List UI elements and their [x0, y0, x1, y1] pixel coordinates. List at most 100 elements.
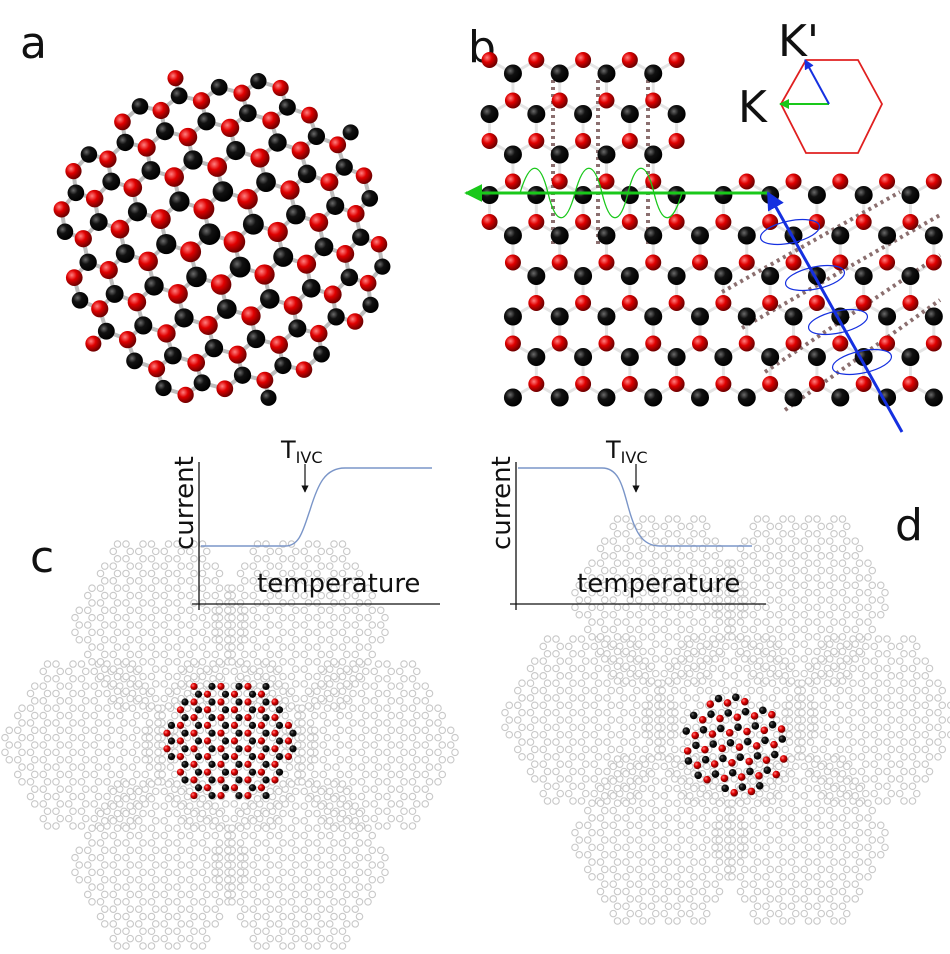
lattice-ring — [736, 618, 745, 626]
lattice-ring — [823, 723, 832, 732]
lattice-ring — [408, 660, 417, 668]
lattice-ring — [330, 868, 338, 877]
lattice-ring — [151, 591, 160, 600]
lattice-ring — [376, 606, 385, 615]
lattice-ring — [702, 762, 711, 771]
lattice-ring — [198, 853, 207, 862]
atom-red — [254, 264, 275, 285]
lattice-ring — [728, 858, 736, 866]
lattice-ring — [109, 875, 118, 884]
lattice-ring — [90, 770, 99, 779]
lattice-ring — [355, 613, 364, 622]
atom-red — [598, 254, 615, 271]
lattice-ring — [702, 821, 711, 830]
lattice-ring — [660, 762, 669, 771]
lattice-ring — [139, 794, 147, 803]
lattice-ring — [64, 741, 73, 749]
lattice-ring — [594, 723, 603, 732]
lattice-ring — [249, 802, 258, 810]
lattice-ring — [613, 755, 622, 763]
lattice-ring — [609, 777, 618, 785]
lattice-ring — [190, 613, 198, 622]
lattice-ring — [236, 643, 245, 651]
lattice-ring — [660, 522, 669, 531]
lattice-ring — [844, 701, 853, 710]
lattice-ring — [912, 657, 921, 665]
atom-red — [244, 791, 252, 800]
lattice-ring — [817, 581, 826, 590]
lattice-ring — [287, 658, 296, 666]
lattice-ring — [313, 613, 321, 622]
lattice-ring — [368, 650, 377, 659]
lattice-ring — [581, 686, 590, 695]
atom-red — [65, 269, 83, 286]
lattice-ring — [88, 658, 96, 666]
lattice-ring — [374, 704, 383, 712]
lattice-ring — [569, 664, 577, 673]
lattice-ring — [518, 738, 526, 746]
lattice-ring — [253, 839, 262, 847]
lattice-ring — [664, 544, 673, 553]
lattice-ring — [313, 853, 321, 862]
lattice-ring — [304, 628, 313, 637]
lattice-ring — [647, 544, 656, 553]
atom-red — [770, 740, 778, 749]
lattice-ring — [364, 628, 372, 637]
lattice-ring — [594, 767, 603, 776]
lattice-ring — [361, 755, 370, 764]
lattice-ring — [338, 628, 347, 637]
lattice-ring — [202, 831, 211, 840]
lattice-ring — [304, 584, 313, 592]
lattice-ring — [569, 782, 577, 791]
lattice-ring — [762, 647, 770, 656]
lattice-ring — [556, 686, 565, 695]
lattice-ring — [622, 873, 630, 881]
lattice-ring — [874, 738, 883, 746]
lattice-ring — [338, 839, 347, 847]
lattice-ring — [804, 887, 813, 896]
lattice-ring — [698, 799, 707, 807]
lattice-ring — [851, 537, 860, 545]
lattice-ring — [198, 839, 207, 847]
lattice-ring — [639, 828, 647, 837]
lattice-ring — [753, 902, 762, 911]
lattice-ring — [317, 817, 326, 825]
lattice-ring — [874, 649, 883, 658]
lattice-ring — [622, 647, 630, 656]
lattice-ring — [564, 701, 573, 710]
atom-black — [326, 196, 345, 215]
lattice-ring — [52, 778, 60, 786]
lattice-ring — [349, 748, 357, 757]
lattice-ring — [539, 672, 548, 680]
lattice-ring — [721, 672, 730, 680]
atom-black — [262, 698, 270, 706]
lattice-ring — [603, 664, 611, 673]
lattice-ring — [753, 588, 762, 597]
lattice-ring — [13, 770, 22, 779]
atom-black — [770, 750, 779, 759]
lattice-ring — [164, 599, 173, 607]
lattice-ring — [43, 689, 52, 698]
lattice-ring — [864, 559, 872, 567]
lattice-ring — [304, 898, 313, 906]
lattice-ring — [762, 544, 770, 553]
lattice-ring — [912, 642, 921, 651]
lattice-ring — [387, 814, 396, 823]
lattice-ring — [864, 588, 872, 597]
lattice-ring — [832, 738, 840, 746]
lattice-ring — [711, 777, 720, 785]
lattice-ring — [185, 934, 194, 943]
atom-black — [620, 105, 639, 123]
lattice-ring — [685, 596, 694, 604]
lattice-ring — [139, 643, 147, 651]
lattice-ring — [779, 574, 787, 582]
atom-red — [217, 682, 225, 691]
atom-red — [528, 295, 545, 311]
lattice-ring — [126, 621, 135, 629]
lattice-ring — [800, 806, 809, 815]
lattice-ring — [590, 686, 599, 695]
atom-red — [715, 295, 732, 311]
lattice-ring — [664, 814, 673, 822]
lattice-ring — [240, 665, 249, 673]
lattice-ring — [518, 708, 526, 717]
